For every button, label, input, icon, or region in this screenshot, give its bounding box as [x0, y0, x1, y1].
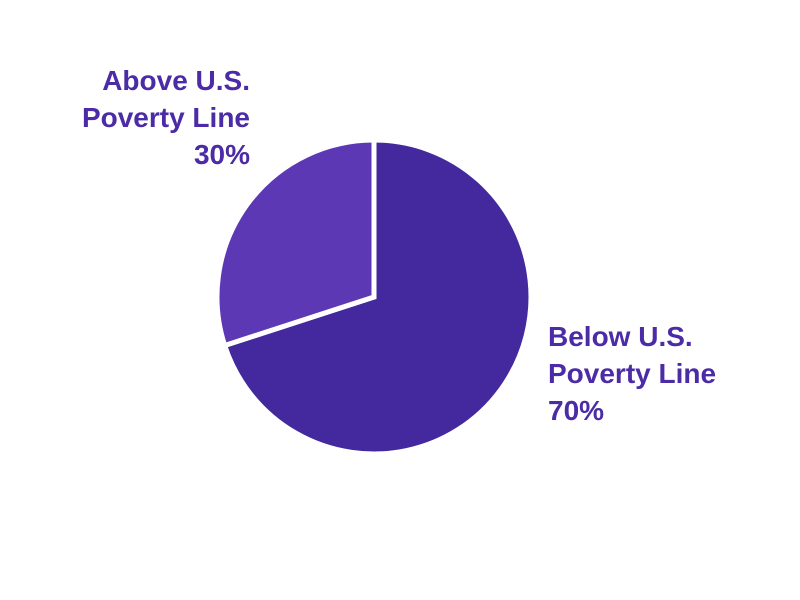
label-line-1: Above U.S. [102, 65, 250, 96]
pie-slice-below-us-poverty-line [221, 137, 534, 457]
pie-label-below-poverty-line: Below U.S. Poverty Line 70% [548, 318, 716, 429]
pie-label-above-poverty-line: Above U.S. Poverty Line 30% [82, 62, 250, 173]
label-line-1: Below U.S. [548, 321, 693, 352]
pie-slice-above-us-poverty-line [214, 137, 377, 349]
label-line-2: Poverty Line [81, 102, 250, 133]
label-percentage: 30% [193, 139, 250, 170]
label-line-2: Poverty Line [548, 358, 717, 389]
label-percentage: 70% [548, 395, 605, 426]
